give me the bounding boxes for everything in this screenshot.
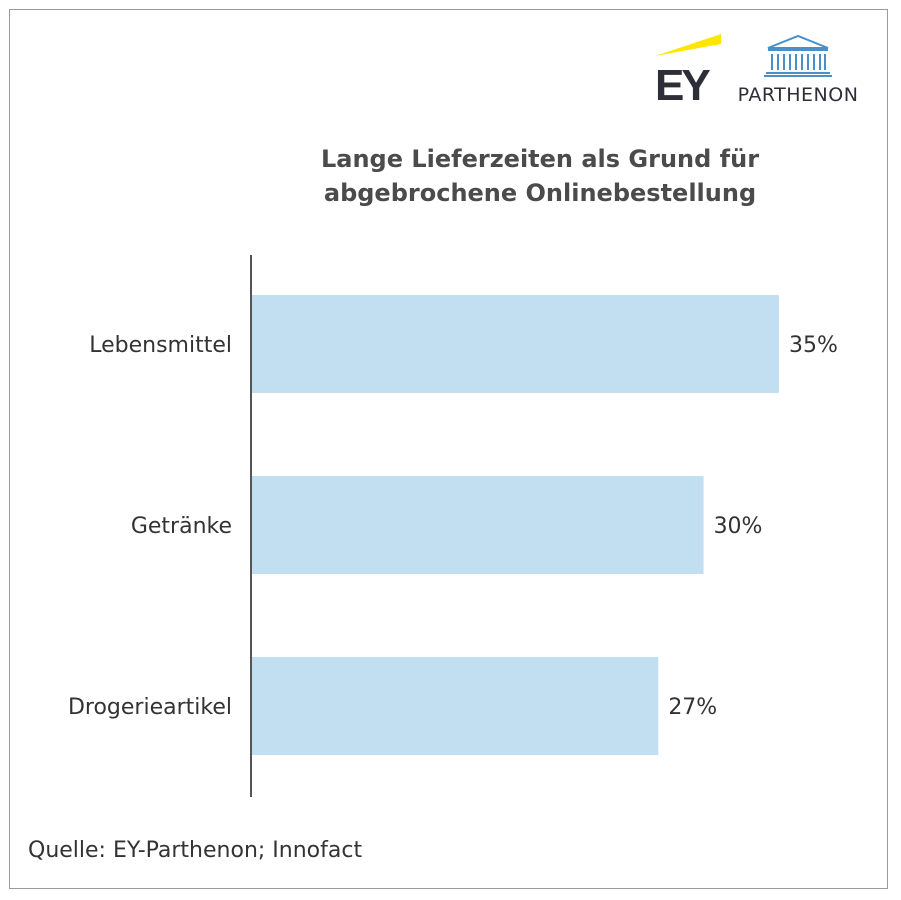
chart-title-line-2: abgebrochene Onlinebestellung (323, 179, 757, 207)
ey-logo-beam (655, 34, 721, 56)
parthenon-temple-icon (764, 34, 832, 77)
category-label: Lebensmittel (89, 333, 232, 358)
category-label: Getränke (131, 514, 232, 539)
value-label: 30% (714, 514, 763, 539)
chart-title: Lange Lieferzeiten als Grund für abgebro… (260, 142, 820, 210)
chart-title-line-1: Lange Lieferzeiten als Grund für (320, 145, 760, 173)
ey-logo: EY (655, 34, 721, 104)
source-note: Quelle: EY-Parthenon; Innofact (28, 838, 363, 863)
ey-logo-text: EY (655, 61, 710, 104)
bar-getränke (251, 476, 704, 574)
parthenon-logo: PARTHENON (732, 32, 864, 107)
value-label: 27% (668, 695, 717, 720)
parthenon-logo-text: PARTHENON (737, 84, 859, 106)
category-label: Drogerieartikel (68, 695, 232, 720)
value-label: 35% (789, 333, 838, 358)
bar-lebensmittel (251, 295, 779, 393)
bar-drogerieartikel (251, 657, 659, 755)
